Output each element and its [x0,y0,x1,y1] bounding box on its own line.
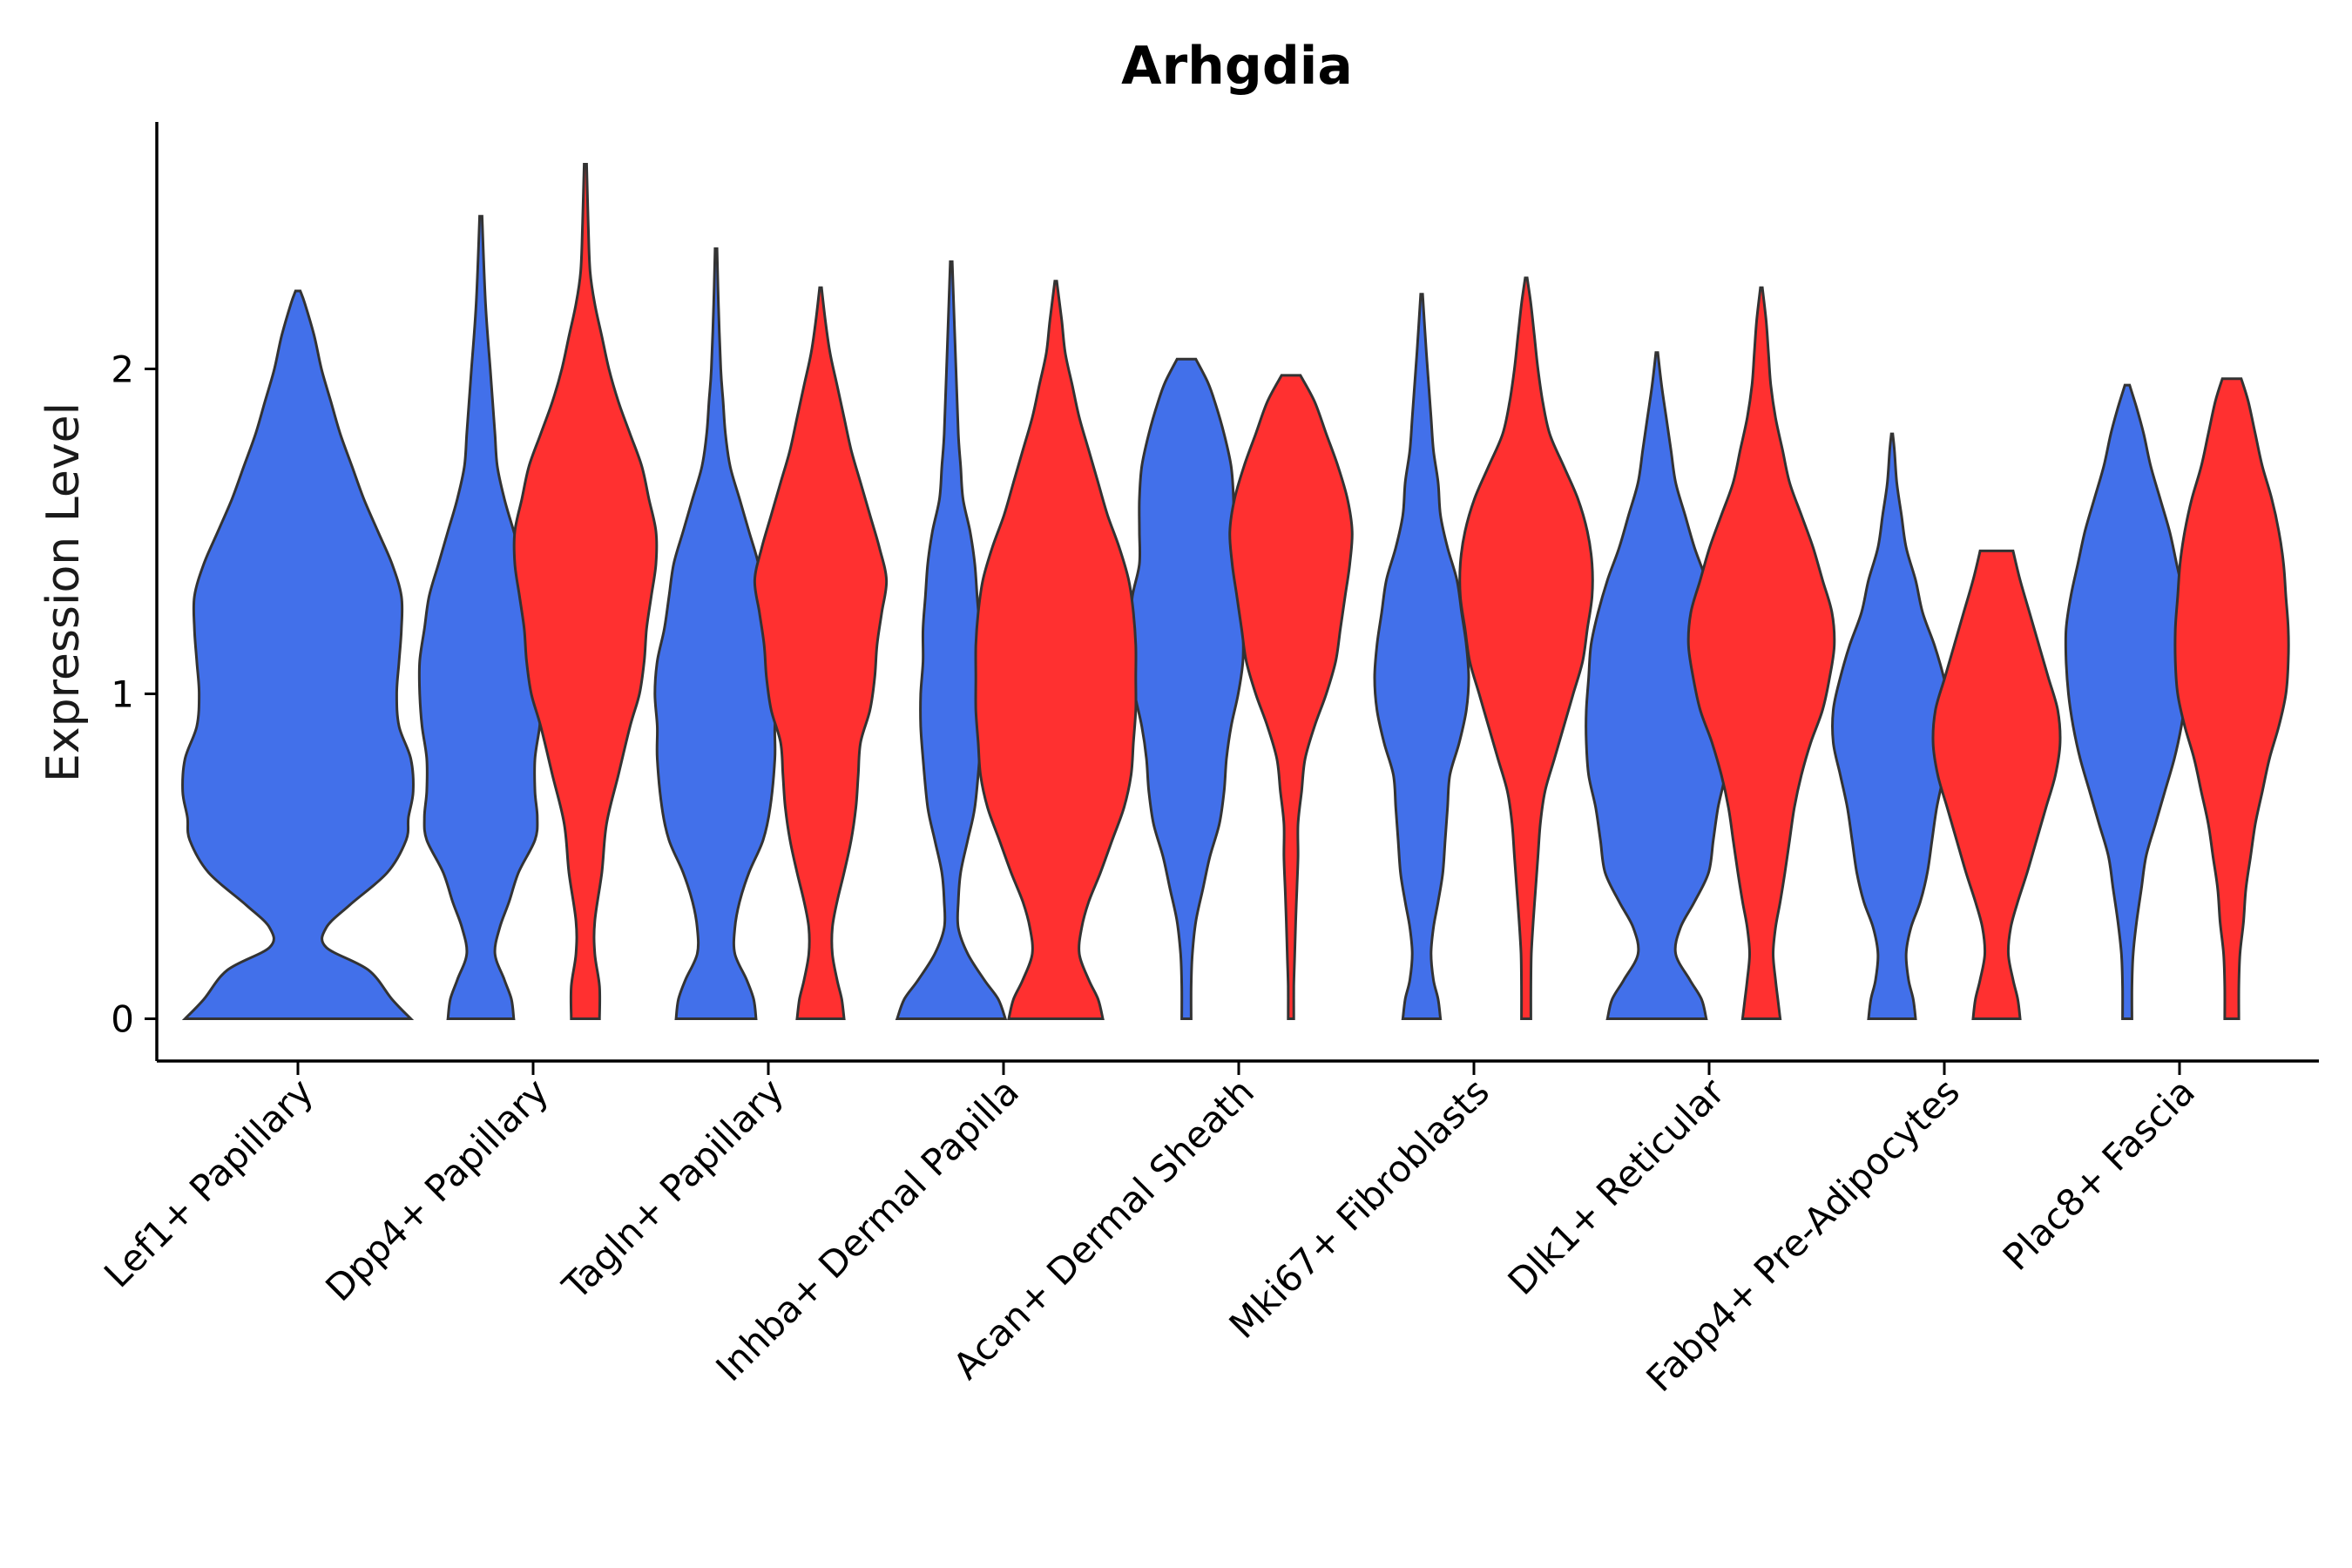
x-tick-label-mki67-fibroblasts: Mki67+ Fibroblasts [1221,1070,1497,1346]
y-ticks: 0 1 2 [111,348,157,1041]
violin-tagln-papillary-group-blue [653,247,779,1020]
violin-dpp4-papillary-group-blue [417,214,544,1020]
x-tick-label-plac8-fascia: Plac8+ Fascia [1995,1070,2203,1278]
x-tick-label-tagln-papillary: Tagln+ Papillary [554,1070,792,1308]
violin-dlk1-reticular-group-blue [1585,351,1729,1020]
x-tick-label-dpp4-papillary: Dpp4+ Papillary [317,1070,557,1309]
y-axis-label: Expression Level [37,402,90,782]
y-tick-label: 1 [111,672,134,715]
violin-fabp4-pre-adipocytes-group-red [1931,549,2062,1020]
violin-layer [181,163,2290,1020]
violin-tagln-papillary-group-red [753,286,889,1020]
violin-mki67-fibroblasts-group-red [1458,276,1594,1020]
violin-plac8-fascia-group-red [2173,377,2290,1020]
violin-acan-dermal-sheath-group-red [1228,374,1354,1020]
violin-dlk1-reticular-group-red [1686,286,1836,1020]
y-tick-label: 2 [111,348,134,390]
violin-dpp4-papillary-group-red [512,163,659,1020]
violin-inhba-dermal-papilla-group-red [974,280,1138,1020]
violin-acan-dermal-sheath-group-blue [1128,357,1245,1020]
chart-title: Arhgdia [1121,36,1353,97]
violin-inhba-dermal-papilla-group-blue [895,260,1008,1020]
x-tick-label-lef1-papillary: Lef1+ Papillary [96,1070,321,1295]
violin-mki67-fibroblasts-group-blue [1373,293,1470,1020]
x-tick-label-dlk1-reticular: Dlk1+ Reticular [1500,1070,1734,1303]
violin-fabp4-pre-adipocytes-group-blue [1831,432,1953,1020]
violin-plac8-fascia-group-blue [2064,383,2191,1020]
violin-lef1-papillary-group-blue [181,289,415,1020]
y-tick-label: 0 [111,998,134,1041]
